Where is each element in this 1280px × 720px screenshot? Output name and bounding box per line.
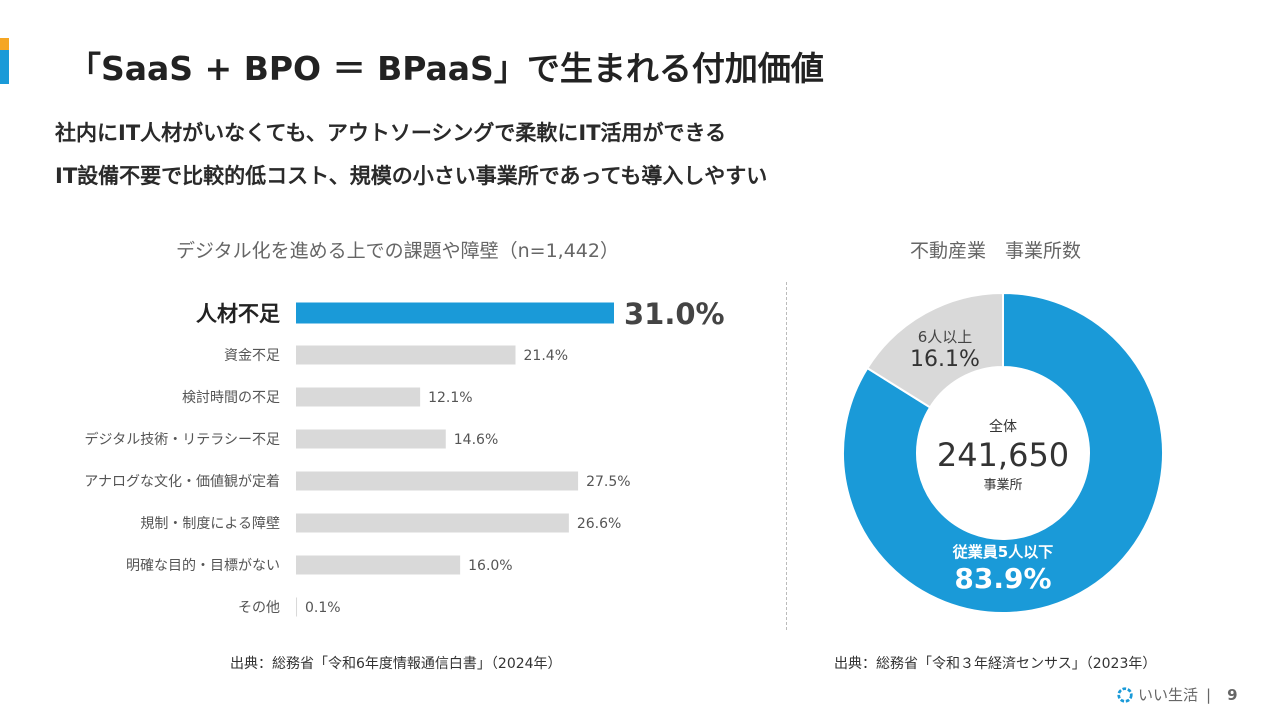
slice-label-5orless: 従業員5人以下 83.9% — [903, 541, 1103, 595]
slice-name: 6人以上 — [917, 328, 973, 346]
donut-center: 全体 241,650 事業所 — [913, 416, 1093, 493]
bar — [296, 302, 614, 324]
donut-center-title: 全体 — [989, 419, 1017, 435]
bar-value-label: 0.1% — [305, 600, 341, 616]
accent-mark-top — [0, 38, 9, 50]
bar-chart: 人材不足 31.0% 資金不足 21.4% 検討時間の不足 12.1% デジタル技術・リテラ… — [84, 297, 725, 617]
bar — [296, 429, 446, 449]
bar-value-label: 21.4% — [524, 348, 568, 364]
bar-category-label: 検討時間の不足 — [182, 390, 280, 406]
bar — [296, 513, 569, 533]
bar-category-label: アナログな文化・価値観が定着 — [84, 473, 280, 490]
bar-value-label: 31.0% — [624, 297, 725, 331]
donut-chart-title: 不動産業 事業所数 — [910, 240, 1082, 262]
bar-chart-source: 出典：総務省「令和6年度情報通信白書」（2024年） — [230, 656, 562, 672]
bar-category-label: 資金不足 — [224, 348, 280, 364]
slice-name: 従業員5人以下 — [952, 543, 1054, 561]
subtitle-line-2: IT設備不要で比較的低コスト、規模の小さい事業所であっても導入しやすい — [55, 164, 768, 188]
footer-separator: | — [1206, 685, 1212, 704]
brand-name: いい生活 — [1138, 686, 1199, 704]
accent-mark-bottom — [0, 50, 9, 84]
slide-title: 「SaaS + BPO ＝ BPaaS」で生まれる付加価値 — [68, 49, 824, 88]
bar-category-label: 人材不足 — [196, 302, 280, 326]
bar — [296, 471, 579, 491]
donut-slice — [865, 291, 1004, 409]
donut-slice — [842, 291, 1164, 614]
bar-category-label: その他 — [238, 600, 280, 616]
donut-chart — [842, 291, 1164, 614]
title-accent-mark — [0, 38, 9, 84]
footer: いい生活 | 9 — [1116, 684, 1238, 705]
bar-value-label: 27.5% — [586, 474, 630, 490]
bar-value-label: 12.1% — [428, 390, 472, 406]
slice-value: 16.1% — [910, 347, 980, 372]
donut-chart-source: 出典：総務省「令和３年経済センサス」（2023年） — [834, 656, 1157, 672]
slice-label-6plus: 6人以上 16.1% — [895, 326, 995, 372]
bar — [296, 387, 421, 407]
bar-chart-title: デジタル化を進める上での課題や障壁（n=1,442） — [176, 240, 619, 262]
subtitle-line-1: 社内にIT人材がいなくても、アウトソーシングで柔軟にIT活用ができる — [55, 121, 727, 145]
brand-logo-icon — [1117, 686, 1133, 703]
bar-value-label: 14.6% — [454, 432, 498, 448]
donut-center-value: 241,650 — [936, 436, 1070, 474]
bar-category-label: 規制・制度による障壁 — [140, 516, 280, 532]
bar — [296, 597, 298, 617]
slice-value: 83.9% — [954, 562, 1052, 595]
bar-category-label: デジタル技術・リテラシー不足 — [85, 431, 280, 448]
bar — [296, 555, 461, 575]
bar — [296, 345, 516, 365]
section-divider — [786, 282, 787, 630]
bar-value-label: 16.0% — [468, 558, 512, 574]
page-number: 9 — [1227, 685, 1238, 704]
bar-category-label: 明確な目的・目標がない — [126, 558, 280, 574]
bar-value-label: 26.6% — [577, 516, 621, 532]
donut-center-unit: 事業所 — [983, 478, 1023, 493]
